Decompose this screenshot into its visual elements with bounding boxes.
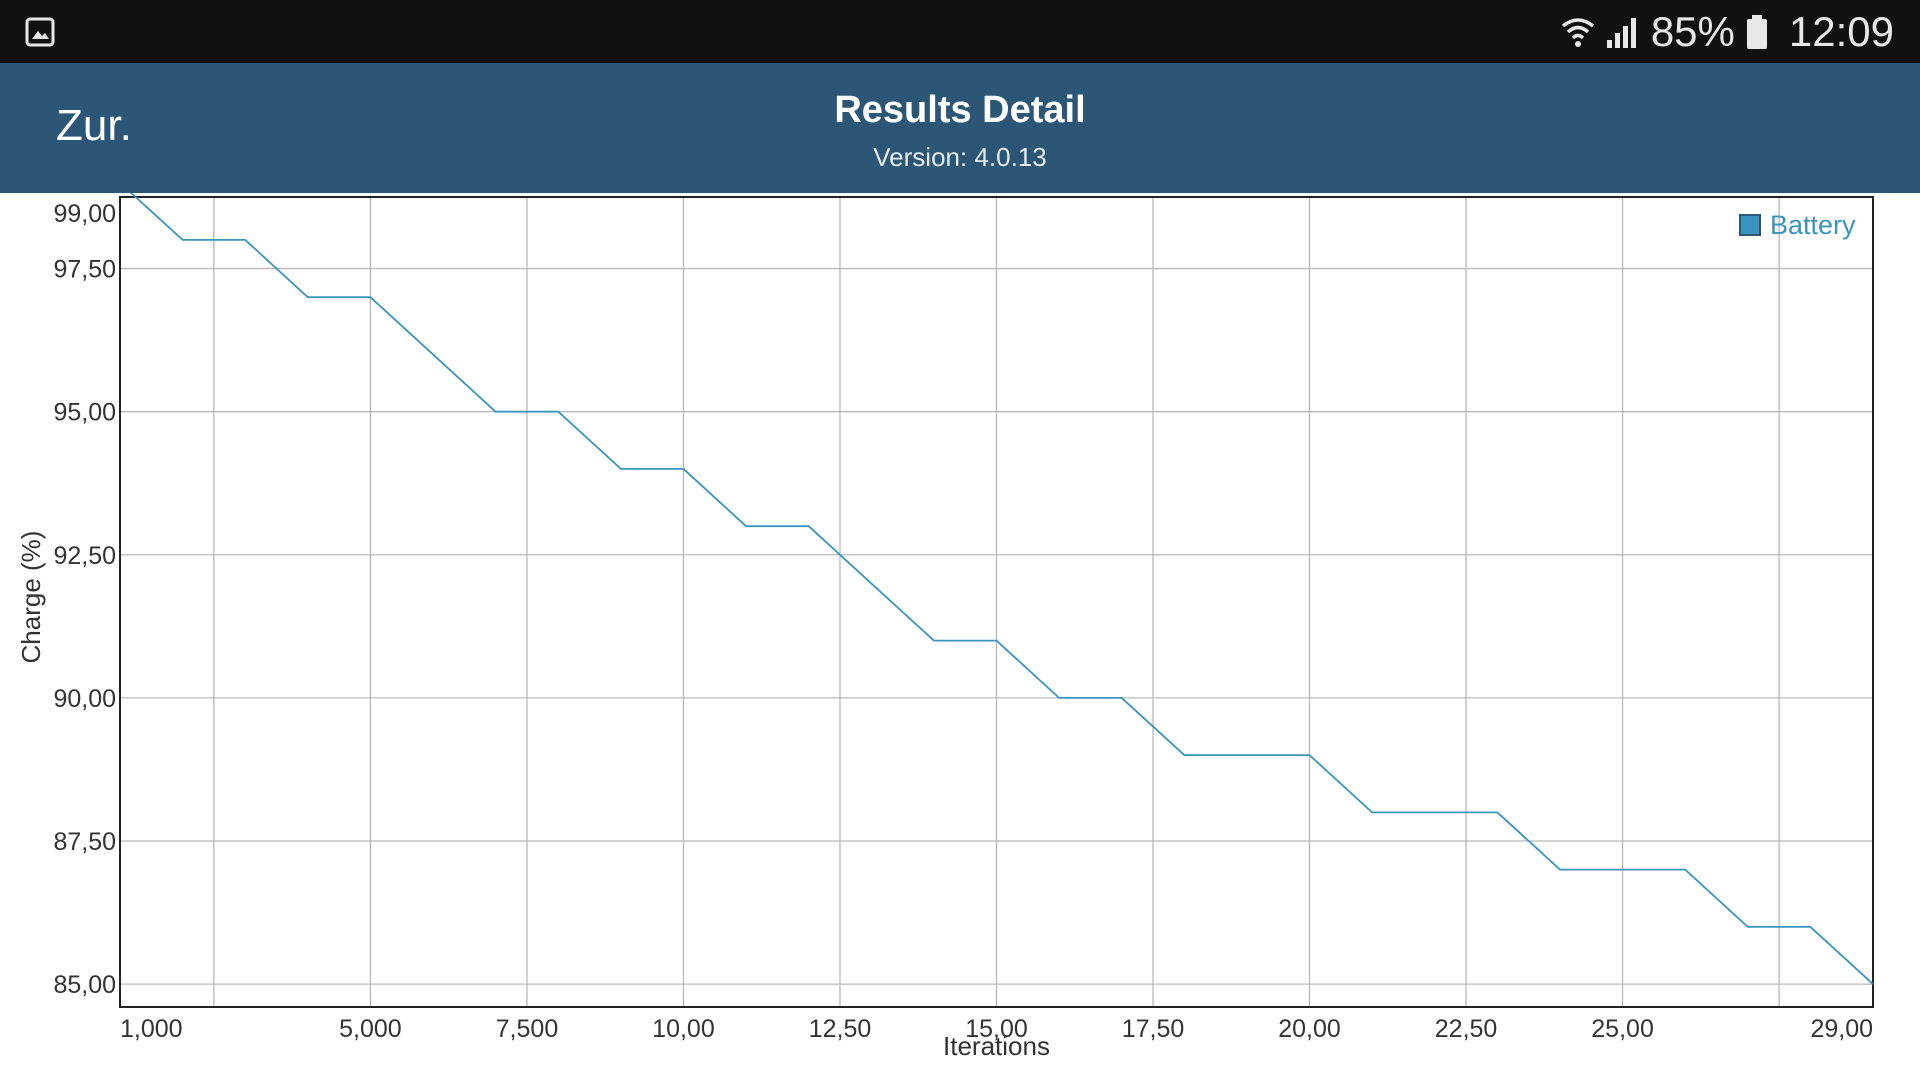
x-tick-label: 10,00 [652,1015,715,1043]
x-tick-label: 25,00 [1591,1015,1654,1043]
app-header: Zur. Results Detail Version: 4.0.13 [0,63,1920,193]
y-tick-label: 92,50 [53,542,116,570]
x-tick-label: 22,50 [1435,1015,1498,1043]
x-tick-label: 12,50 [809,1015,872,1043]
y-axis-ticks: 85,00 87,50 90,00 92,50 95,00 97,50 99,00 [53,200,116,999]
legend-label-battery: Battery [1770,210,1856,240]
x-tick-label: 20,00 [1278,1015,1341,1043]
series-line-battery [129,193,1874,985]
y-tick-label: 97,50 [53,256,116,284]
battery-percent: 85% [1650,7,1735,55]
legend: Battery [1739,210,1856,240]
y-tick-label: 87,50 [53,828,116,856]
x-axis-label: Iterations [943,1031,1050,1061]
signal-icon [1606,17,1636,48]
series-layer [129,193,1874,985]
status-bar: 85% 12:09 [0,0,1920,63]
y-tick-label: 99,00 [53,200,116,228]
x-tick-label: 1,000 [120,1015,183,1043]
back-button[interactable]: Zur. [56,101,132,150]
x-tick-label: 17,50 [1122,1015,1185,1043]
x-tick-label: 29,00 [1810,1015,1873,1043]
version-label: Version: 4.0.13 [873,142,1047,172]
y-axis-label: Charge (%) [16,531,46,664]
x-tick-label: 15,00 [965,1015,1028,1043]
x-tick-label: 7,500 [496,1015,559,1043]
x-axis-ticks: 1,000 5,000 7,500 10,00 12,50 15,00 17,50 20,00… [120,1015,1873,1043]
legend-swatch-battery [1739,214,1761,236]
y-tick-label: 85,00 [53,971,116,999]
battery-chart: 85,00 87,50 90,00 92,50 95,00 97,50 99,00 1,00… [16,193,1874,1061]
chart-grid [120,197,1873,1007]
page-title: Results Detail [834,89,1086,131]
plot-frame [119,196,1874,1008]
gallery-icon [25,17,55,47]
x-tick-label: 5,000 [339,1015,402,1043]
y-tick-label: 90,00 [53,685,116,713]
y-tick-label: 95,00 [53,399,116,427]
wifi-icon [1561,17,1594,47]
clock: 12:09 [1788,7,1894,55]
battery-icon [1746,14,1767,49]
